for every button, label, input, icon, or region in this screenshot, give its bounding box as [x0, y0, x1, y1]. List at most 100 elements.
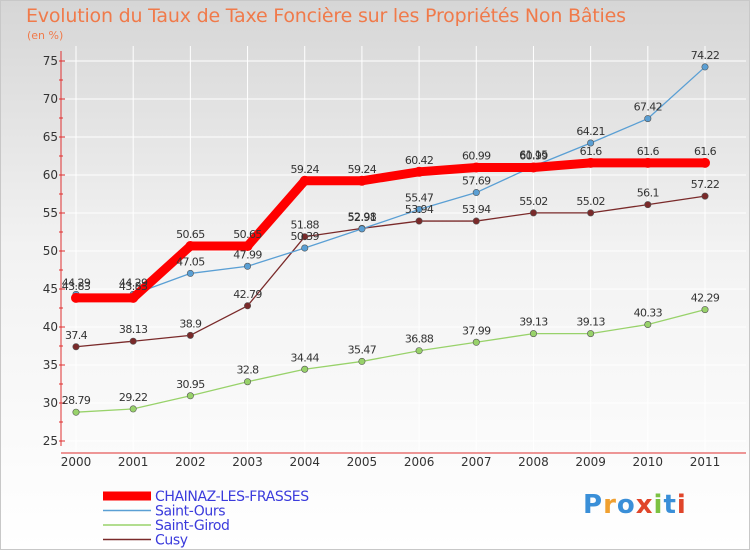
data-point [644, 320, 652, 328]
y-tick-label: 70 [43, 92, 58, 106]
data-point [701, 306, 709, 314]
grid-lines [64, 46, 746, 453]
y-tick-label: 60 [43, 168, 58, 182]
legend-label: CHAINAZ-LES-FRASSES [155, 489, 309, 505]
data-point [72, 343, 80, 351]
data-point [129, 337, 137, 345]
data-point [244, 378, 252, 386]
data-point [415, 205, 423, 213]
data-label: 67.42 [634, 101, 663, 114]
data-label: 74.22 [691, 49, 720, 62]
unit-label: (en %) [27, 29, 64, 42]
x-tick-label: 2000 [61, 455, 92, 469]
data-point [301, 233, 309, 241]
y-tick-label: 25 [43, 434, 58, 448]
x-tick-label: 2009 [575, 455, 606, 469]
data-label: 38.9 [179, 317, 202, 330]
axes: 25 30 35 40 45 50 55 60 65 70 75 2000 2001 2002 2003 20… [43, 51, 746, 469]
logo-letter: i [653, 490, 664, 520]
logo-letter: i [676, 490, 687, 520]
data-point [186, 392, 194, 400]
logo-letter: r [603, 490, 617, 520]
logo-letter: o [616, 490, 636, 520]
data-point [244, 262, 252, 270]
data-point [129, 405, 137, 413]
data-point [700, 157, 710, 168]
x-tick-label: 2011 [690, 455, 721, 469]
data-label: 32.8 [236, 364, 259, 377]
y-tick-label: 75 [43, 54, 58, 68]
x-tick-label: 2004 [289, 455, 320, 469]
data-label: 42.79 [233, 288, 262, 301]
data-label: 51.88 [290, 219, 319, 232]
data-point [471, 162, 482, 173]
y-tick-label: 50 [43, 244, 58, 258]
data-label: 60.99 [519, 149, 548, 162]
x-tick-label: 2007 [461, 455, 492, 469]
data-label: 47.99 [233, 248, 262, 261]
legend-label: Saint-Ours [155, 504, 225, 520]
data-label: 60.42 [405, 154, 434, 167]
legend-label: Saint-Girod [155, 518, 230, 534]
data-label: 55.02 [519, 195, 548, 208]
x-tick-label: 2008 [518, 455, 549, 469]
y-tick-label: 30 [43, 396, 58, 410]
data-label: 42.29 [691, 292, 720, 305]
data-point [301, 244, 309, 252]
series-lines [71, 63, 710, 416]
data-point [186, 331, 194, 339]
data-label: 57.22 [691, 178, 720, 191]
logo-letter: x [635, 490, 654, 520]
data-point [186, 269, 194, 277]
data-label: 44.29 [62, 276, 91, 289]
data-label: 40.33 [634, 306, 663, 319]
data-label: 50.39 [290, 230, 319, 243]
data-label: 55.47 [405, 191, 434, 204]
proxiti-logo: Proxiti [583, 490, 687, 520]
data-label: 53.94 [405, 203, 434, 216]
data-point [587, 209, 595, 217]
data-label: 35.47 [348, 343, 377, 356]
data-point [128, 292, 139, 303]
chart-title: Evolution du Taux de Taxe Foncière sur l… [26, 5, 626, 27]
data-label: 59.24 [348, 163, 377, 176]
data-label: 64.21 [576, 125, 605, 138]
data-label: 39.13 [519, 316, 548, 329]
data-label: 30.95 [176, 378, 205, 391]
data-point [358, 225, 366, 233]
data-point [644, 201, 652, 209]
data-point [185, 241, 196, 252]
data-label: 53.94 [462, 203, 491, 216]
data-label: 59.24 [290, 163, 319, 176]
y-tick-label: 65 [43, 130, 58, 144]
data-point [414, 166, 425, 177]
data-point [472, 217, 480, 225]
logo-letter: t [663, 490, 677, 520]
data-label: 28.79 [62, 394, 91, 407]
data-point [528, 162, 539, 173]
data-label: 44.29 [119, 276, 148, 289]
data-label: 37.99 [462, 324, 491, 337]
data-point [644, 115, 652, 123]
x-tick-label: 2005 [347, 455, 378, 469]
data-point [472, 189, 480, 197]
data-label: 61.6 [694, 145, 717, 158]
data-point [242, 241, 253, 252]
data-label: 50.65 [176, 228, 205, 241]
data-point [701, 63, 709, 71]
x-tick-label: 2002 [175, 455, 206, 469]
legend: CHAINAZ-LES-FRASSESSaint-OursSaint-Girod… [103, 489, 310, 549]
data-point [529, 209, 537, 217]
data-label: 36.88 [405, 333, 434, 346]
data-label: 52.98 [348, 210, 377, 223]
series-line-3 [75, 195, 706, 348]
data-label: 60.99 [462, 149, 491, 162]
y-tick-label: 40 [43, 320, 58, 334]
data-point [585, 157, 596, 168]
data-point [301, 365, 309, 373]
x-tick-label: 2006 [404, 455, 435, 469]
data-point [472, 338, 480, 346]
data-point [415, 347, 423, 355]
